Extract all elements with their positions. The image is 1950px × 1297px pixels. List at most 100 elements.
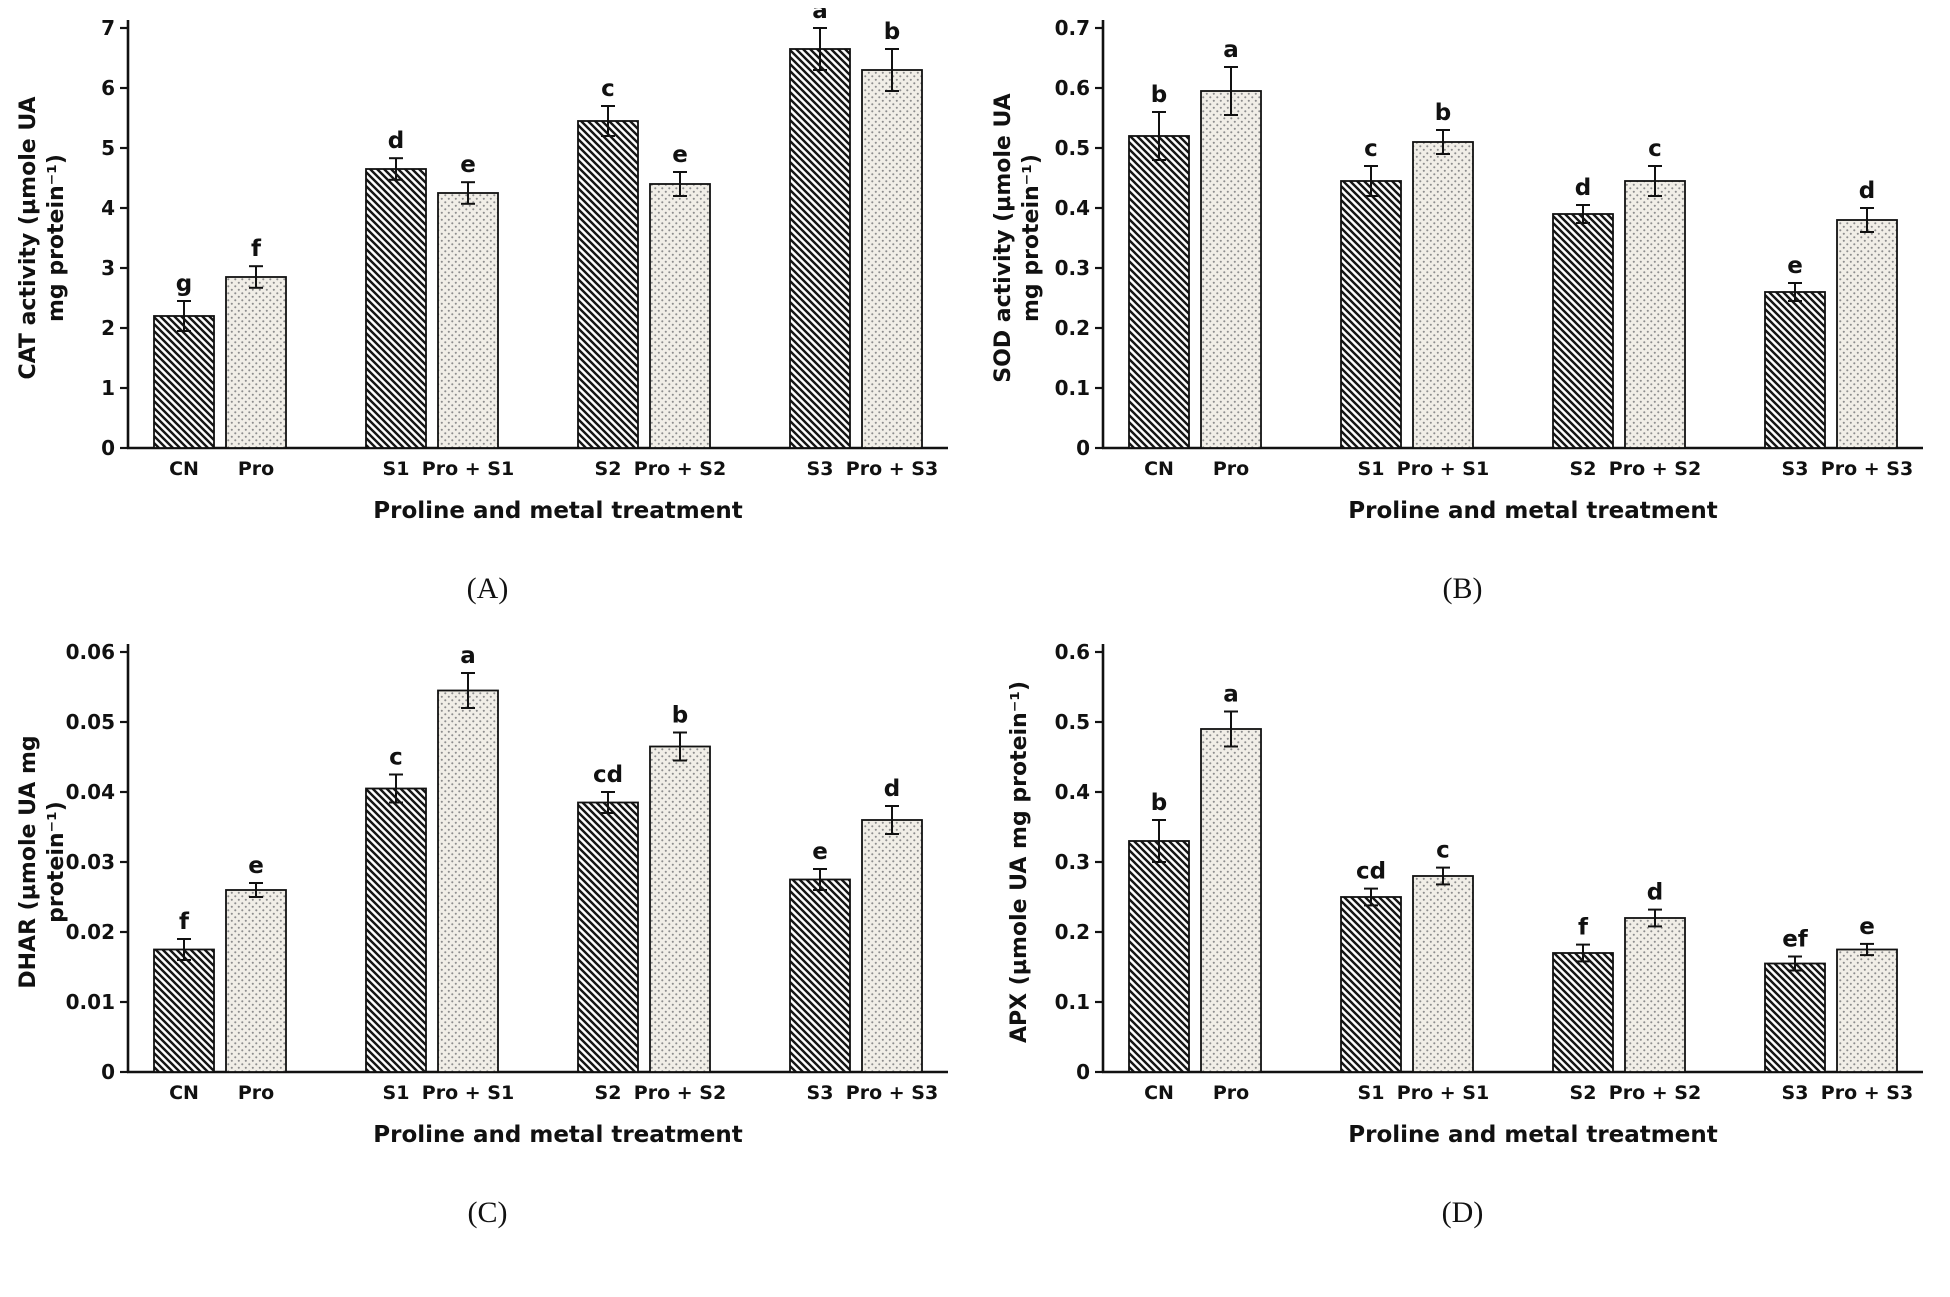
bar-D-Pro + S3	[1835, 948, 1898, 1073]
sig-letter: c	[1436, 838, 1450, 864]
bar-D-Pro + S2	[1623, 917, 1686, 1073]
x-tick-label: Pro + S1	[1396, 1082, 1488, 1104]
y-tick-label: 0.4	[1054, 196, 1089, 220]
y-tick-label: 0.1	[1054, 376, 1089, 400]
y-tick-label: 0.6	[1054, 640, 1089, 664]
x-tick-label: CN	[169, 1082, 199, 1104]
bar-C-Pro + S3	[860, 819, 923, 1073]
panel-d: 0 0.1 0.2 0.3 0.4 0.5 0.6 APX (µmole UA mg prot…	[975, 632, 1950, 1230]
x-tick-label: S1	[382, 458, 409, 480]
y-axis-title: SOD activity (µmole UA mg protein⁻¹)	[991, 93, 1044, 382]
sig-letter: e	[460, 152, 476, 178]
sig-letter: d	[883, 776, 899, 802]
y-axis-title: APX (µmole UA mg protein⁻¹)	[1007, 681, 1032, 1043]
x-tick-label: CN	[169, 458, 199, 480]
bar-D-Pro	[1199, 728, 1262, 1073]
sig-letter: d	[387, 128, 403, 154]
bar-A-S1	[364, 168, 427, 449]
sig-letter: b	[1150, 82, 1166, 108]
y-tick-label: 0	[1076, 1060, 1090, 1084]
y-tick-label: 0.3	[1054, 850, 1089, 874]
sig-letter: e	[812, 839, 828, 865]
chart-A-caption: (A)	[466, 572, 509, 605]
sig-letter: c	[389, 745, 403, 771]
chart-D-caption: (D)	[1441, 1196, 1484, 1229]
y-tick-label: 0.4	[1054, 780, 1089, 804]
bar-B-Pro + S1	[1411, 141, 1474, 449]
x-tick-label: S2	[1569, 458, 1596, 480]
bar-A-Pro + S3	[860, 69, 923, 449]
x-tick-label: CN	[1144, 458, 1174, 480]
y-tick-label: 0.02	[65, 920, 114, 944]
sig-letter: e	[672, 142, 688, 168]
sig-letter: f	[1577, 915, 1588, 941]
y-tick-label: 0.05	[65, 710, 114, 734]
sig-letter: g	[175, 271, 191, 297]
y-tick-label: 2	[101, 316, 115, 340]
bar-B-Pro + S3	[1835, 219, 1898, 449]
chart-D-svg: 0 0.1 0.2 0.3 0.4 0.5 0.6 APX (µmole UA mg prot…	[1007, 640, 1923, 1148]
x-tick-label: Pro + S2	[1608, 458, 1700, 480]
x-tick-label: Pro	[237, 458, 273, 480]
x-tick-label: Pro	[1212, 458, 1248, 480]
x-tick-label: S2	[594, 1082, 621, 1104]
bar-C-S1	[364, 787, 427, 1073]
sig-letter: c	[1648, 136, 1662, 162]
bar-A-Pro	[224, 276, 287, 449]
chart-B-svg: 0 0.1 0.2 0.3 0.4 0.5 0.6 0.7 SOD activity (µmol…	[991, 16, 1923, 524]
y-tick-label: 0	[101, 436, 115, 460]
sig-letter: f	[178, 909, 189, 935]
x-tick-label: CN	[1144, 1082, 1174, 1104]
bar-A-S2	[576, 120, 639, 449]
x-tick-label: S3	[1781, 458, 1808, 480]
bar-B-Pro + S2	[1623, 180, 1686, 449]
y-tick-label: 0.1	[1054, 990, 1089, 1014]
x-tick-label: S1	[382, 1082, 409, 1104]
bar-B-S1	[1339, 180, 1402, 449]
sig-letter: d	[1858, 178, 1874, 204]
bar-B-S2	[1551, 213, 1614, 449]
y-tick-label: 3	[101, 256, 115, 280]
y-tick-label: 0.2	[1054, 316, 1089, 340]
bar-B-S3	[1763, 291, 1826, 449]
bar-D-CN	[1127, 840, 1190, 1073]
y-tick-label: 0.06	[65, 640, 114, 664]
chart-C-caption: (C)	[467, 1196, 508, 1229]
x-tick-label: Pro + S2	[1608, 1082, 1700, 1104]
y-tick-label: 0.01	[65, 990, 114, 1014]
y-tick-label: 0	[101, 1060, 115, 1084]
sig-letter: a	[1223, 37, 1239, 63]
y-tick-label: 0	[1076, 436, 1090, 460]
y-axis-title: DHAR (µmole UA mg protein⁻¹)	[16, 735, 69, 988]
bar-D-Pro + S1	[1411, 875, 1474, 1073]
y-tick-label: 0.3	[1054, 256, 1089, 280]
bar-B-CN	[1127, 135, 1190, 449]
panel-b: 0 0.1 0.2 0.3 0.4 0.5 0.6 0.7 SOD activity (µmol…	[975, 8, 1950, 606]
bar-A-S3	[788, 48, 851, 449]
x-tick-label: S2	[594, 458, 621, 480]
sig-letter: e	[248, 853, 264, 879]
x-axis-title: Proline and metal treatment	[1348, 498, 1717, 524]
sig-letter: a	[1223, 682, 1239, 708]
y-tick-label: 6	[101, 76, 115, 100]
chart-B-canvas: 0 0.1 0.2 0.3 0.4 0.5 0.6 0.7 SOD activity (µmol…	[988, 8, 1938, 568]
x-tick-label: Pro + S3	[1820, 458, 1912, 480]
sig-letter: ef	[1782, 927, 1809, 953]
bar-C-S2	[576, 801, 639, 1073]
sig-letter: a	[460, 643, 476, 669]
x-axis-title: Proline and metal treatment	[373, 1122, 742, 1148]
y-tick-label: 0.2	[1054, 920, 1089, 944]
x-tick-label: S3	[1781, 1082, 1808, 1104]
bar-A-CN	[152, 315, 215, 449]
bar-A-Pro + S2	[648, 183, 711, 449]
y-tick-label: 0.5	[1054, 136, 1089, 160]
chart-C-canvas: 0 0.01 0.02 0.03 0.04 0.05 0.06 DHAR (µmole UA …	[13, 632, 963, 1192]
bar-D-S2	[1551, 952, 1614, 1073]
chart-A-svg: 0 1 2 3 4 5 6 7 CAT activity (µmole UA mg protein…	[16, 8, 948, 524]
y-tick-label: 4	[101, 196, 115, 220]
sig-letter: a	[812, 8, 828, 24]
bar-C-Pro + S2	[648, 745, 711, 1073]
sig-letter: cd	[1355, 859, 1385, 885]
sig-letter: b	[883, 19, 899, 45]
sig-letter: c	[601, 76, 615, 102]
